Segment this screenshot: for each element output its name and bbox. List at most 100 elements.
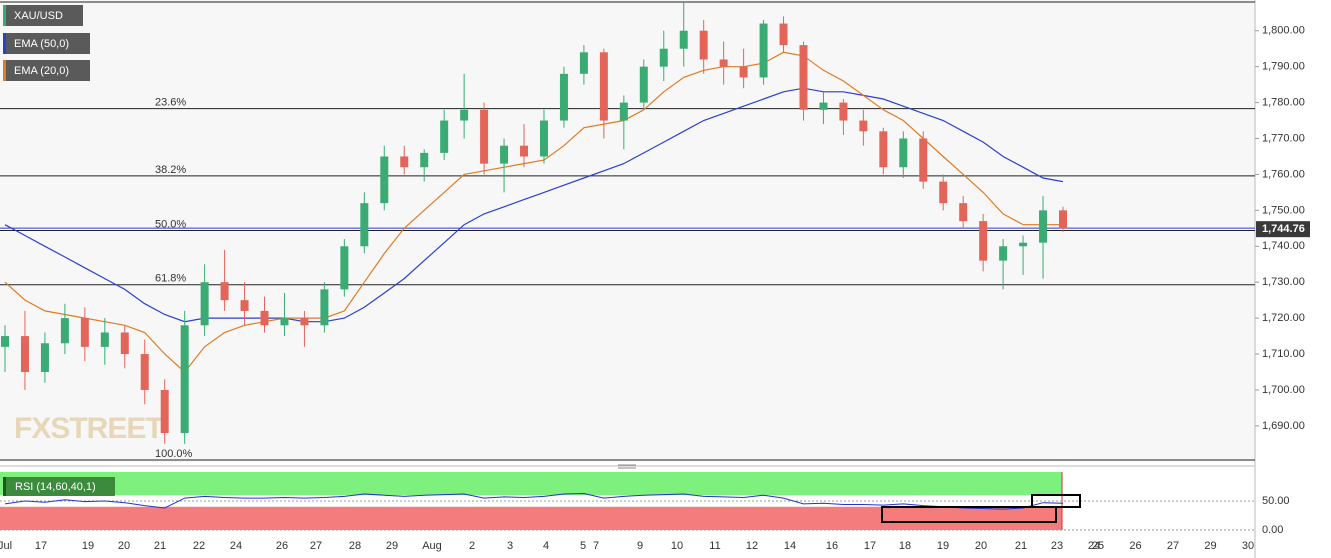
y-tick-label: 1,710.00	[1262, 348, 1305, 360]
y-tick-label: 1,720.00	[1262, 312, 1305, 324]
candle-body	[759, 23, 768, 78]
candle-body	[1019, 242, 1028, 247]
candle-body	[679, 30, 688, 49]
x-tick-label: 28	[349, 540, 361, 552]
ema-line	[4, 87, 1064, 323]
candle-body	[1, 336, 9, 347]
x-tick-label: 30	[1242, 540, 1254, 552]
candle-body	[719, 59, 728, 67]
x-tick-label: 19	[937, 540, 949, 552]
y-tick-label: 1,690.00	[1262, 420, 1305, 432]
candle-body	[579, 52, 588, 74]
legend-label: EMA (50,0)	[14, 38, 69, 50]
candle-body	[819, 102, 828, 110]
annotation-box	[1031, 494, 1081, 508]
x-tick-label: 9	[637, 540, 643, 552]
fib-label: 100.0%	[155, 448, 193, 460]
rsi-tick-label: 0.00	[1262, 524, 1283, 536]
candle-body	[400, 156, 409, 168]
x-tick-label: 10	[671, 540, 683, 552]
x-tick-label: 11	[709, 540, 720, 552]
x-tick-label: 19	[82, 540, 94, 552]
legend-swatch	[3, 33, 6, 54]
x-tick-label: 4	[543, 540, 549, 552]
candle-body	[40, 343, 49, 372]
candle-body	[919, 138, 928, 182]
x-tick-label: 16	[826, 540, 838, 552]
candle-body	[1059, 210, 1067, 229]
watermark: FXSTREET	[14, 412, 163, 445]
candle-body	[160, 389, 169, 434]
candle-body	[899, 138, 908, 168]
candle-body	[280, 318, 289, 326]
legend-label: XAU/USD	[14, 10, 63, 22]
y-tick-label: 1,770.00	[1262, 132, 1305, 144]
rsi-legend-box	[3, 477, 115, 496]
rsi-legend-label: RSI (14,60,40,1)	[15, 481, 96, 493]
last-price-box	[1256, 221, 1310, 238]
candle-body	[539, 120, 548, 157]
x-tick-label: 21	[1015, 540, 1027, 552]
x-tick-label: Jul	[0, 540, 12, 552]
x-tick-label: 18	[899, 540, 911, 552]
candle-body	[559, 73, 568, 121]
x-tick-label: 24	[1088, 540, 1100, 552]
candle-body	[380, 156, 389, 204]
legend-swatch	[3, 60, 6, 81]
x-tick-label: 26	[276, 540, 288, 552]
candle-body	[799, 45, 808, 110]
candle-body	[360, 203, 369, 247]
candle-body	[460, 109, 469, 121]
y-tick-label: 1,700.00	[1262, 384, 1305, 396]
rsi-oversold-zone	[0, 506, 1062, 530]
last-price-label: 1,744.76	[1262, 223, 1305, 235]
x-tick-label: 14	[784, 540, 796, 552]
candle-body	[739, 66, 748, 78]
candle-body	[200, 282, 209, 326]
candle-body	[100, 332, 109, 347]
legend-swatch	[3, 5, 6, 26]
x-tick-label: 3	[507, 540, 513, 552]
x-tick-label: 12	[746, 540, 758, 552]
annotation-box	[881, 506, 1057, 523]
x-tick-label: 17	[864, 540, 876, 552]
x-tick-label: 23	[1051, 540, 1063, 552]
y-tick-label: 1,730.00	[1262, 276, 1305, 288]
x-tick-label: 26	[1129, 540, 1141, 552]
x-tick-label: 25	[1092, 540, 1104, 552]
candle-body	[300, 318, 309, 326]
x-tick-label: 29	[386, 540, 398, 552]
candle-body	[60, 318, 69, 344]
y-tick-label: 1,800.00	[1262, 25, 1305, 37]
rsi-legend-swatch	[3, 477, 6, 496]
fib-label: 61.8%	[155, 273, 186, 285]
x-tick-label: 17	[35, 540, 47, 552]
x-tick-label: 24	[230, 540, 242, 552]
y-tick-label: 1,790.00	[1262, 61, 1305, 73]
x-tick-label: 29	[1204, 540, 1216, 552]
rsi-tick-label: 50.00	[1262, 495, 1290, 507]
x-tick-label: 20	[975, 540, 987, 552]
candle-body	[599, 52, 608, 121]
main-pane: 23.6% 38.2% 50.0% 61.8% 100.0%	[0, 2, 1255, 461]
legend-box	[3, 5, 83, 26]
x-tick-label: 21	[154, 540, 166, 552]
candle-body	[999, 246, 1008, 261]
candle-body	[480, 109, 489, 164]
x-tick-label: 27	[310, 540, 322, 552]
y-tick-label: 1,740.00	[1262, 240, 1305, 252]
candle-body	[420, 152, 429, 168]
fib-label: 23.6%	[155, 97, 186, 109]
x-tick-label: 22	[193, 540, 205, 552]
candle-body	[659, 48, 668, 67]
candle-body	[699, 30, 708, 60]
legend: XAU/USD EMA (50,0) EMA (20,0)	[3, 5, 90, 81]
candle-body	[500, 145, 509, 164]
candle-body	[859, 120, 868, 132]
candle-body	[1039, 210, 1048, 243]
candle-body	[320, 289, 329, 326]
candle-body	[340, 246, 349, 290]
candle-body	[260, 310, 269, 326]
candle-body	[80, 318, 89, 347]
